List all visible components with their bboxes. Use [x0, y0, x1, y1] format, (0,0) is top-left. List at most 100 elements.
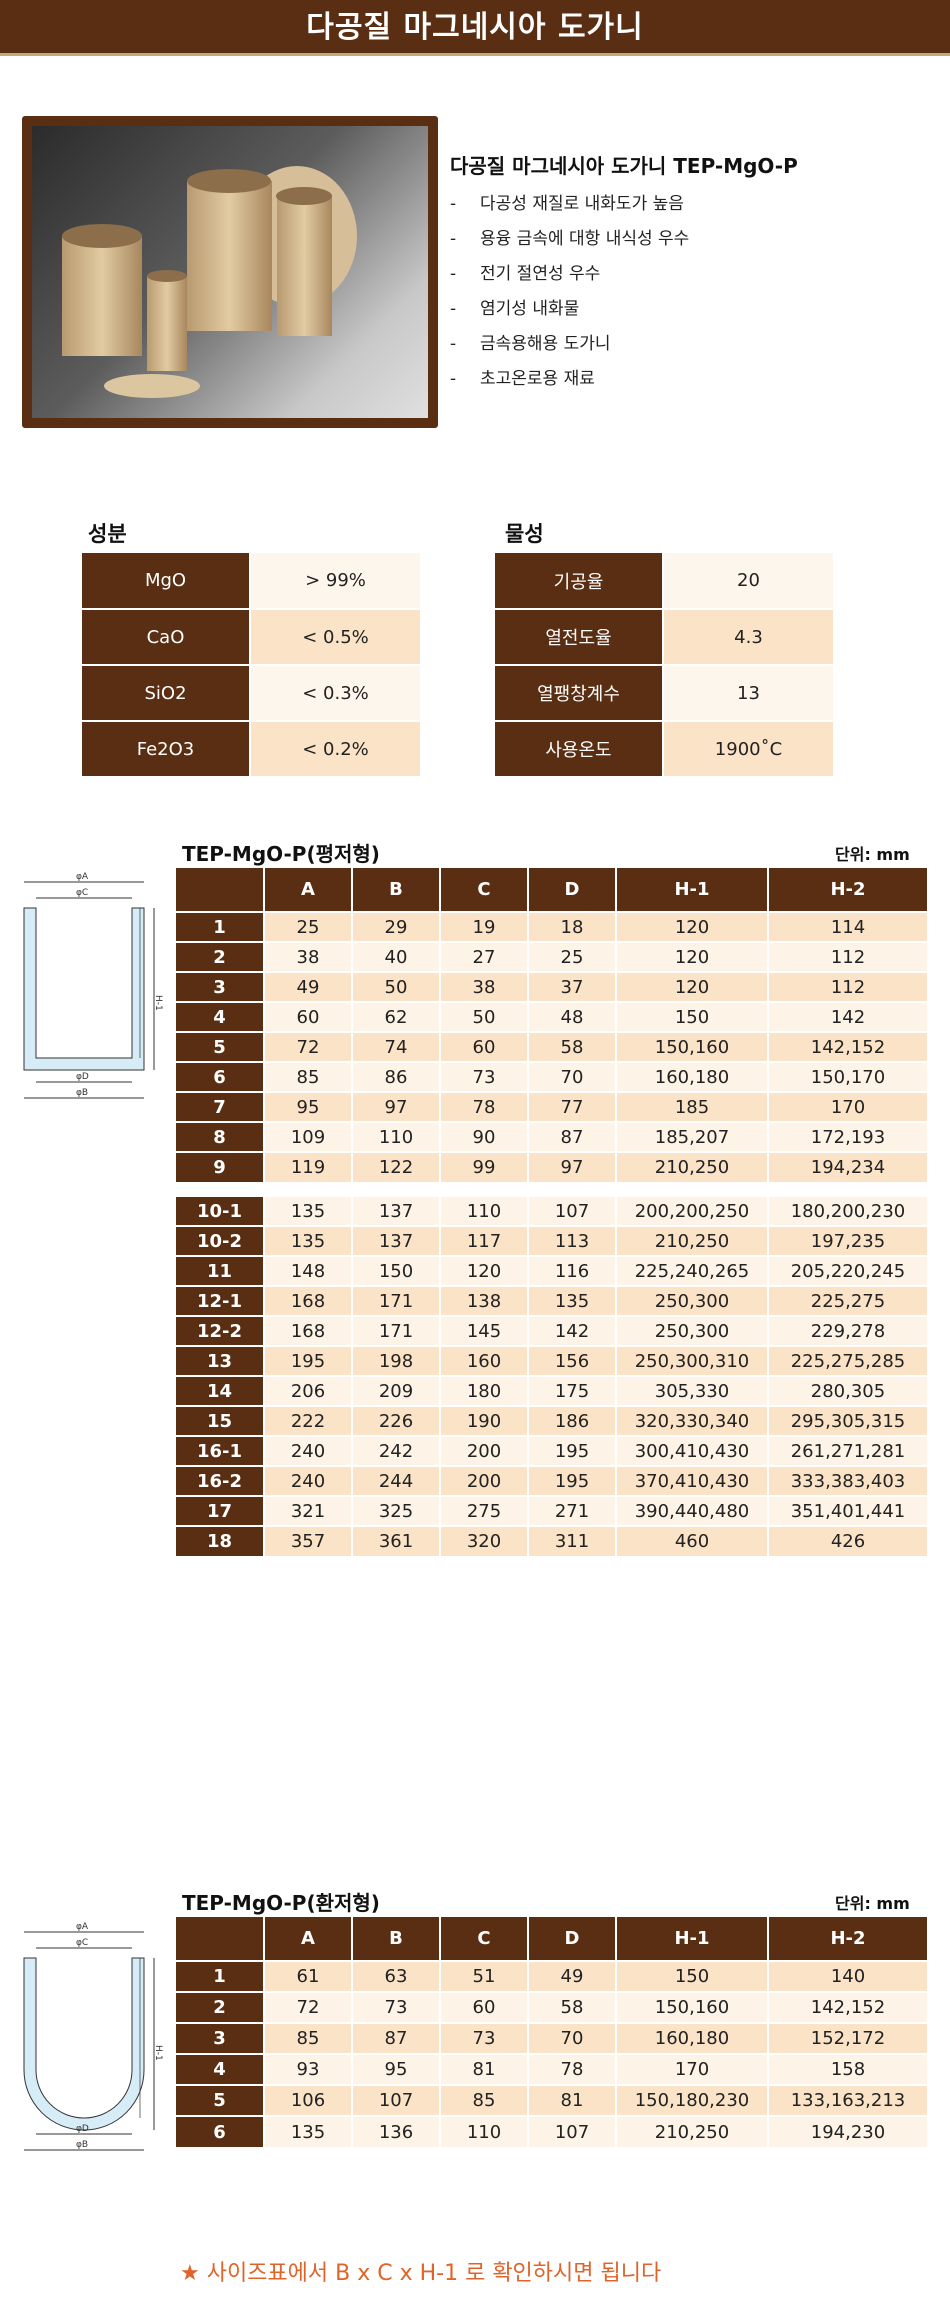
- dim-label-c: φC: [76, 888, 88, 898]
- row-label: 1: [176, 1960, 265, 1992]
- table-cell: 70: [528, 2022, 617, 2054]
- table-cell: 172,193: [768, 1121, 929, 1152]
- table-cell: 51: [440, 1960, 529, 1992]
- table-cell: 200: [440, 1465, 529, 1496]
- table-cell: 86: [352, 1061, 441, 1092]
- page-title: 다공질 마그네시아 도가니: [306, 10, 644, 45]
- table-cell: 90: [440, 1121, 529, 1152]
- table-row: 2 38 40 27 25 120 112: [176, 941, 929, 972]
- table-row: 13 195 198 160 156 250,300,310 225,275,285: [176, 1345, 929, 1376]
- table-row: 6 135 136 110 107 210,250 194,230: [176, 2115, 929, 2147]
- table-row: 17 321 325 275 271 390,440,480 351,401,441: [176, 1495, 929, 1526]
- table-cell: 133,163,213: [768, 2084, 929, 2116]
- table-cell: 240: [264, 1435, 353, 1466]
- column-header: [176, 1917, 265, 1961]
- table-cell: 122: [352, 1151, 441, 1182]
- table-row: 6 85 86 73 70 160,180 150,170: [176, 1061, 929, 1092]
- table-cell: 150: [616, 1001, 769, 1032]
- table-row: 10-2 135 137 117 113 210,250 197,235: [176, 1225, 929, 1256]
- flat-table-title: TEP-MgO-P(평저형): [182, 842, 380, 866]
- table-cell: 135: [528, 1285, 617, 1316]
- table-cell: 110: [440, 2115, 529, 2147]
- table-row: 12-2 168 171 145 142 250,300 229,278: [176, 1315, 929, 1346]
- table-cell: 73: [440, 2022, 529, 2054]
- table-cell: 114: [768, 911, 929, 942]
- row-label: 3: [176, 2022, 265, 2054]
- table-row: 4 60 62 50 48 150 142: [176, 1001, 929, 1032]
- table-cell: 72: [264, 1991, 353, 2023]
- table-cell: 145: [440, 1315, 529, 1346]
- table-cell: 195: [264, 1345, 353, 1376]
- column-header: B: [352, 868, 441, 912]
- table-cell: 25: [528, 941, 617, 972]
- table-cell: 244: [352, 1465, 441, 1496]
- row-label: 13: [176, 1345, 265, 1376]
- table-cell: 198: [352, 1345, 441, 1376]
- table-cell: 120: [440, 1255, 529, 1286]
- table-cell: 170: [768, 1091, 929, 1122]
- crucible-illustration: [62, 166, 357, 398]
- round-table-title: TEP-MgO-P(환저형): [182, 1891, 380, 1915]
- table-cell: 60: [440, 1031, 529, 1062]
- table-cell: 170: [616, 2053, 769, 2085]
- feature-item: - 용융 금속에 대항 내식성 우수: [450, 229, 690, 249]
- table-cell: 205,220,245: [768, 1255, 929, 1286]
- table-cell: 195: [528, 1435, 617, 1466]
- product-title: 다공질 마그네시아 도가니 TEP-MgO-P: [450, 154, 798, 178]
- table-cell: 70: [528, 1061, 617, 1092]
- table-cell: 321: [264, 1495, 353, 1526]
- table-cell: 152,172: [768, 2022, 929, 2054]
- table-cell: 280,305: [768, 1375, 929, 1406]
- table-cell: 142: [768, 1001, 929, 1032]
- table-cell: 171: [352, 1285, 441, 1316]
- table-cell: 225,240,265: [616, 1255, 769, 1286]
- table-cell: 175: [528, 1375, 617, 1406]
- table-cell: 40: [352, 941, 441, 972]
- composition-table: MgO > 99% CaO < 0.5% SiO2 < 0.3% Fe2O3 < 0.2…: [82, 553, 420, 778]
- table-cell: 333,383,403: [768, 1465, 929, 1496]
- table-row: 3 85 87 73 70 160,180 152,172: [176, 2022, 929, 2054]
- table-cell: 110: [440, 1195, 529, 1226]
- table-cell: 77: [528, 1091, 617, 1122]
- table-cell: 107: [528, 2115, 617, 2147]
- table-cell: 190: [440, 1405, 529, 1436]
- table-cell: 81: [440, 2053, 529, 2085]
- product-photo-frame: [22, 116, 438, 428]
- row-label: 14: [176, 1375, 265, 1406]
- table-cell: 110: [352, 1121, 441, 1152]
- row-label: 8: [176, 1121, 265, 1152]
- row-label: 5: [176, 1031, 265, 1062]
- table-cell: 19: [440, 911, 529, 942]
- table-cell: 180: [440, 1375, 529, 1406]
- dim-label-c: φC: [76, 1938, 88, 1948]
- table-cell: 78: [528, 2053, 617, 2085]
- table-cell: 426: [768, 1525, 929, 1556]
- table-cell: 58: [528, 1031, 617, 1062]
- table-cell: 150: [616, 1960, 769, 1992]
- table-cell: 95: [352, 2053, 441, 2085]
- table-cell: 58: [528, 1991, 617, 2023]
- table-row: 8 109 110 90 87 185,207 172,193: [176, 1121, 929, 1152]
- dim-label-d: φD: [76, 1072, 89, 1082]
- table-cell: 160,180: [616, 2022, 769, 2054]
- table-cell: 185: [616, 1091, 769, 1122]
- table-cell: 150,170: [768, 1061, 929, 1092]
- table-cell: 138: [440, 1285, 529, 1316]
- dim-label-a: φA: [76, 872, 89, 882]
- table-cell: 60: [264, 1001, 353, 1032]
- flat-crucible-diagram: φA φC H-1 φD φB: [23, 872, 163, 1099]
- table-cell: 150,180,230: [616, 2084, 769, 2116]
- column-header: C: [440, 868, 529, 912]
- table-cell: 137: [352, 1195, 441, 1226]
- table-cell: 48: [528, 1001, 617, 1032]
- table-cell: 209: [352, 1375, 441, 1406]
- table-cell: 107: [352, 2084, 441, 2116]
- table-cell: 150: [352, 1255, 441, 1286]
- row-label: 12-1: [176, 1285, 265, 1316]
- table-cell: 271: [528, 1495, 617, 1526]
- row-label: 10-2: [176, 1225, 265, 1256]
- table-cell: 194,234: [768, 1151, 929, 1182]
- column-header: H-1: [616, 1917, 769, 1961]
- table-cell: 171: [352, 1315, 441, 1346]
- table-cell: 295,305,315: [768, 1405, 929, 1436]
